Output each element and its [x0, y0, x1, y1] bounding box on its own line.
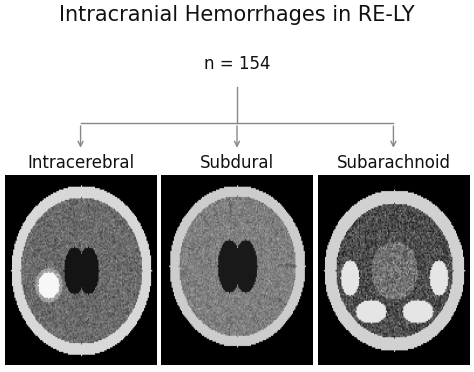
Text: 46%: 46%: [62, 185, 99, 203]
Text: n = 154: n = 154: [204, 55, 270, 73]
Text: Subdural: Subdural: [200, 154, 274, 172]
Text: Intracranial Hemorrhages in RE-LY: Intracranial Hemorrhages in RE-LY: [59, 5, 415, 25]
Text: Subarachnoid: Subarachnoid: [337, 154, 450, 172]
Text: Intracerebral: Intracerebral: [27, 154, 134, 172]
Text: 8%: 8%: [380, 185, 407, 203]
Text: 45%: 45%: [219, 185, 255, 203]
